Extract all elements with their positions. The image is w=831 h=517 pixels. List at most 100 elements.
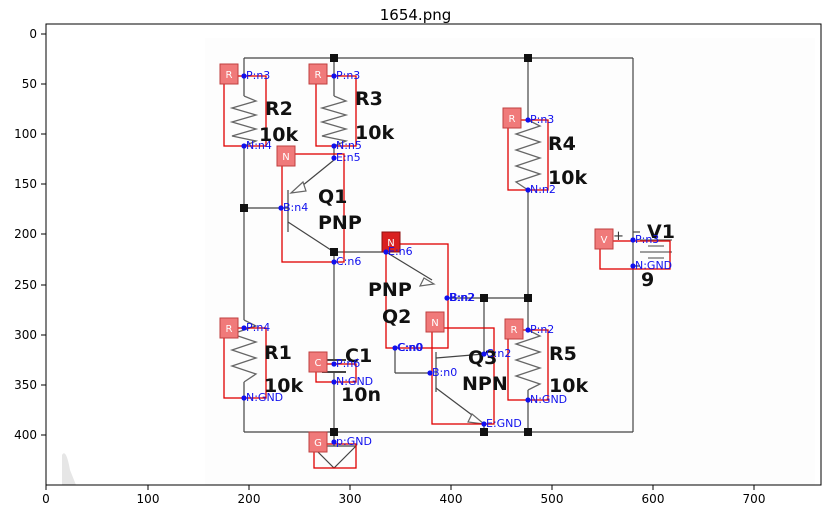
plot-blank-area (46, 38, 205, 485)
C1-badge: C (308, 351, 328, 373)
svg-text:N: N (387, 238, 394, 249)
y-tick-label: 400 (14, 428, 37, 442)
C1-pin-p: P:n6 (336, 357, 360, 370)
Q2-value: PNP (368, 279, 412, 301)
Q2-pin-c: C:n0 (397, 341, 422, 354)
figure-title: 1654.png (379, 6, 452, 24)
Q2-pin-c-dup: C:n0 (398, 341, 423, 354)
x-tick-label: 300 (339, 492, 362, 506)
component-labels: R2 10k R3 10k R4 10k Q1 PNP PNP Q2 Q3 NP… (259, 88, 675, 406)
Q2-arrow (418, 277, 436, 287)
R4-badge: R (502, 107, 522, 129)
y-tick-label: 300 (14, 328, 37, 342)
R4-value: 10k (548, 167, 587, 189)
y-tick-label: 350 (14, 378, 37, 392)
photo-smudge (62, 453, 76, 485)
R5-zigzag (513, 329, 543, 391)
x-tick-label: 600 (642, 492, 665, 506)
R5-pin-p: P:n2 (530, 323, 554, 336)
R5-badge: R (504, 318, 524, 340)
R5-pin-n: N:GND (530, 393, 567, 406)
y-tick-label: 250 (14, 278, 37, 292)
R5-value: 10k (549, 375, 588, 397)
R2-pin-p: P:n3 (246, 69, 270, 82)
Q1-pin-e: E:n5 (336, 151, 361, 164)
V1-value: 9 (641, 269, 654, 291)
svg-text:G: G (314, 438, 322, 449)
y-tick-label: 0 (29, 27, 37, 41)
Q3-pin-e: E:GND (486, 417, 522, 430)
R1-badge: R (219, 317, 239, 339)
R3-pin-p: P:n3 (336, 69, 360, 82)
Q1-pin-b: B:n4 (283, 201, 308, 214)
C1-ref: C1 (345, 345, 372, 367)
R1-pin-n: N:GND (246, 391, 283, 404)
x-tick-label: 700 (743, 492, 766, 506)
Q3-box (431, 327, 495, 425)
Q3-arrow (467, 413, 486, 425)
V1-pin-p: P:n3 (635, 233, 659, 246)
GND-badge: G (308, 431, 328, 453)
GND-pin: p:GND (336, 435, 372, 448)
Q1-ref: Q1 (318, 186, 347, 208)
svg-text:R: R (509, 114, 516, 125)
Q3-ref: Q3 (468, 347, 497, 369)
Q2-pin-e: E:n6 (388, 245, 413, 258)
R1-pin-p: P:n4 (246, 321, 270, 334)
x-tick-label: 500 (541, 492, 564, 506)
y-tick-label: 150 (14, 177, 37, 191)
svg-text:R: R (511, 325, 518, 336)
y-axis: 0 50 100 150 200 250 300 350 400 (14, 27, 46, 442)
R3-badge: R (308, 63, 328, 85)
pin-dots (241, 73, 636, 445)
y-tick-label: 200 (14, 227, 37, 241)
svg-text:N: N (431, 318, 438, 329)
Q2-pin-b-dup: B:n2 (450, 291, 475, 304)
V1-symbol (640, 239, 672, 259)
svg-text:V: V (601, 235, 608, 246)
junctions (240, 54, 532, 436)
x-tick-label: 100 (137, 492, 160, 506)
Q1-badge: N (276, 145, 296, 167)
R3-pin-n: N:n5 (336, 139, 362, 152)
R3-ref: R3 (355, 88, 383, 110)
x-tick-label: 0 (42, 492, 50, 506)
x-tick-label: 400 (440, 492, 463, 506)
y-tick-label: 50 (22, 77, 37, 91)
R1-value: 10k (264, 375, 303, 397)
V1-pin-n: N:GND (635, 259, 672, 272)
resistor-symbols (229, 95, 543, 391)
Q1-arrow (289, 180, 307, 194)
R4-ref: R4 (548, 133, 576, 155)
Q3-value: NPN (462, 373, 508, 395)
R4-zigzag (513, 119, 543, 191)
Q3-badge: N (425, 311, 445, 333)
R2-value: 10k (259, 124, 298, 146)
Q3-pin-b: B:n0 (432, 366, 457, 379)
axes-frame (45, 23, 822, 486)
Q3-pin-c: C:n2 (486, 347, 511, 360)
V1-plus: + (613, 229, 624, 244)
C1-pin-n: N:GND (336, 375, 373, 388)
R1-ref: R1 (264, 342, 292, 364)
R5-ref: R5 (549, 343, 577, 365)
V1-ref: V1 (647, 221, 675, 243)
transistor-arrows (289, 180, 486, 425)
badges: R R R N N N V R C R G (219, 63, 614, 453)
Q2-ref: Q2 (382, 306, 411, 328)
R2-zigzag (229, 95, 259, 147)
R3-value: 10k (355, 122, 394, 144)
svg-text:C: C (315, 358, 322, 369)
svg-text:R: R (315, 70, 322, 81)
C1-value: 10n (341, 384, 381, 406)
R3-zigzag (319, 95, 349, 147)
Q1-value: PNP (318, 212, 362, 234)
svg-text:N: N (282, 152, 289, 163)
svg-text:R: R (226, 324, 233, 335)
V1-badge: V (594, 228, 614, 250)
R4-pin-p: P:n3 (530, 113, 554, 126)
R2-badge: R (219, 63, 239, 85)
R2-ref: R2 (265, 98, 293, 120)
